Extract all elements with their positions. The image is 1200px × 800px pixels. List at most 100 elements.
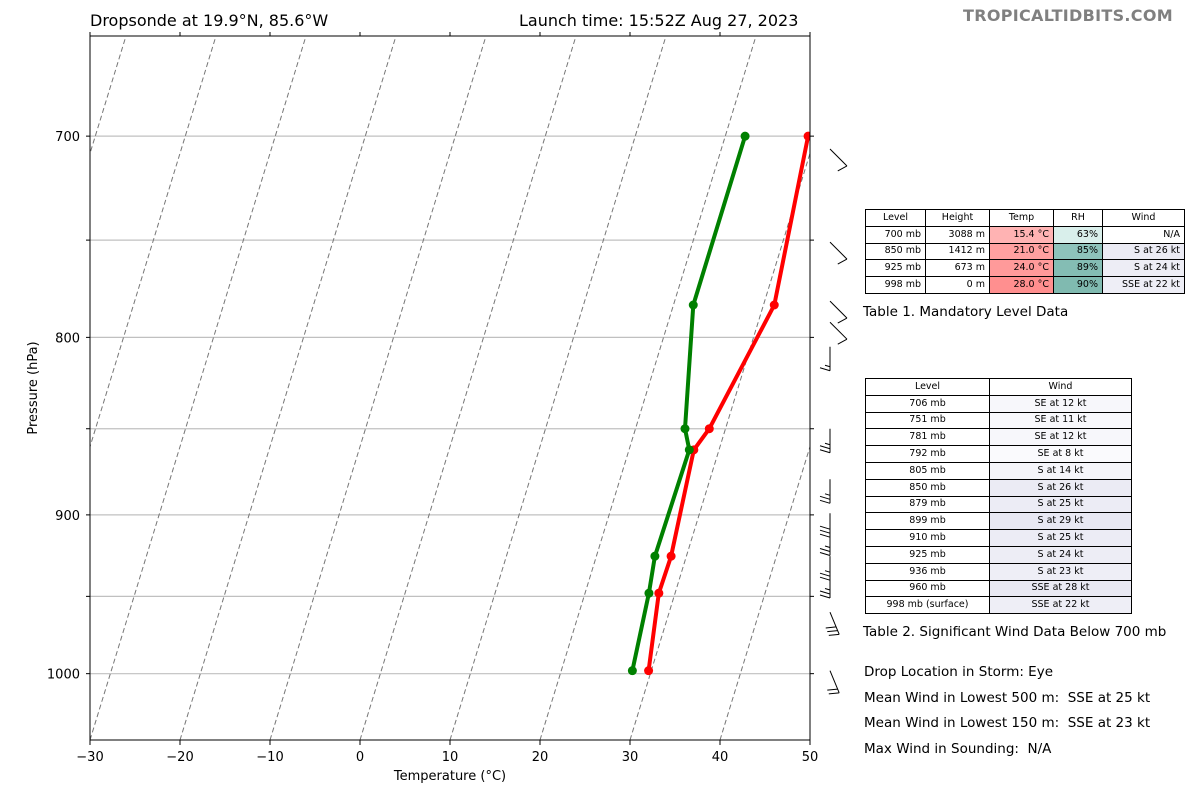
profile-point-1: [627, 666, 637, 676]
table-row: 936 mb S at 23 kt: [865, 562, 1132, 581]
isotherm-line: [90, 36, 217, 449]
isotherm-line: [449, 36, 667, 740]
level-cell: 850 mb: [865, 478, 990, 497]
x-tick-label: −30: [76, 750, 103, 765]
table-row: 910 mb S at 25 kt: [865, 529, 1132, 547]
profile-point-0: [666, 551, 676, 561]
table-row: 925 mb 673 m 24.0 °C 89% S at 24 kt: [865, 259, 1185, 278]
table-row: 751 mb SE at 11 kt: [865, 411, 1132, 430]
table-row: 792 mb SE at 8 kt: [865, 445, 1132, 463]
y-tick-label: 900: [55, 509, 80, 524]
table-row: 805 mb S at 14 kt: [865, 461, 1132, 480]
y-axis-label: Pressure (hPa): [26, 341, 41, 434]
table2-caption: Table 2. Significant Wind Data Below 700…: [863, 624, 1167, 640]
y-tick-label: 700: [55, 130, 80, 145]
level-cell: 805 mb: [865, 461, 990, 480]
wind-barb: [829, 300, 848, 324]
wind-cell: S at 25 kt: [989, 529, 1132, 547]
column-header: Level: [865, 209, 926, 227]
x-tick-label: −20: [166, 750, 193, 765]
wind-barb: [819, 479, 831, 504]
profile-point-1: [688, 300, 698, 310]
wind-barb: [819, 346, 831, 372]
rh-cell: 63%: [1053, 225, 1103, 244]
wind-cell: SE at 11 kt: [989, 411, 1132, 430]
level-cell: 706 mb: [865, 394, 990, 413]
rh-cell: 90%: [1053, 276, 1103, 294]
temp-cell: 24.0 °C: [989, 259, 1054, 278]
profile-point-0: [704, 424, 714, 434]
column-header: Temp: [989, 209, 1054, 227]
level-cell: 751 mb: [865, 411, 990, 430]
x-tick-label: 10: [442, 750, 459, 765]
profile-point-1: [680, 424, 690, 434]
x-tick-label: 30: [622, 750, 639, 765]
isotherm-line: [269, 36, 487, 740]
isotherm-line: [179, 36, 397, 740]
profile-point-1: [740, 131, 750, 141]
profile-point-0: [644, 666, 654, 676]
column-header: Wind: [989, 378, 1132, 396]
site-watermark: TROPICALTIDBITS.COM: [963, 6, 1173, 25]
level-cell: 960 mb: [865, 579, 990, 598]
column-header: Wind: [1102, 209, 1185, 227]
wind-cell: S at 26 kt: [1102, 242, 1185, 261]
level-cell: 781 mb: [865, 428, 990, 447]
level-cell: 899 mb: [865, 512, 990, 531]
wind-cell: S at 26 kt: [989, 478, 1132, 497]
table-header-row: Level Height Temp RH Wind: [865, 209, 1185, 227]
wind-cell: S at 14 kt: [989, 461, 1132, 480]
height-cell: 673 m: [925, 259, 990, 278]
rh-cell: 89%: [1053, 259, 1103, 278]
profile-point-1: [650, 551, 660, 561]
isotherm-line: [629, 151, 810, 740]
table-row: 879 mb S at 25 kt: [865, 495, 1132, 514]
table-header-row: Level Wind: [865, 378, 1132, 396]
table-row: 998 mb 0 m 28.0 °C 90% SSE at 22 kt: [865, 276, 1185, 294]
wind-barb: [819, 531, 831, 557]
x-tick-label: 0: [356, 750, 364, 765]
level-cell: 850 mb: [865, 242, 926, 261]
x-tick-label: 20: [532, 750, 549, 765]
wind-barb: [827, 670, 840, 695]
profile-point-1: [644, 588, 654, 598]
wind-barb: [829, 321, 848, 345]
wind-barb: [829, 148, 848, 172]
wind-cell: SE at 8 kt: [989, 445, 1132, 463]
isotherm-line: [90, 36, 307, 740]
wind-barb: [819, 428, 831, 454]
column-header: Level: [865, 378, 990, 396]
profile-point-0: [803, 131, 810, 141]
level-cell: 936 mb: [865, 562, 990, 581]
mean-wind-500-text: Mean Wind in Lowest 500 m: SSE at 25 kt: [864, 690, 1151, 706]
x-tick-label: 50: [802, 750, 819, 765]
level-cell: 910 mb: [865, 529, 990, 547]
temp-cell: 15.4 °C: [989, 225, 1054, 244]
table-row: 960 mb SSE at 28 kt: [865, 579, 1132, 598]
rh-cell: 85%: [1053, 242, 1103, 261]
mean-wind-150-text: Mean Wind in Lowest 150 m: SSE at 23 kt: [864, 715, 1151, 731]
table-row: 899 mb S at 29 kt: [865, 512, 1132, 531]
wind-cell: N/A: [1102, 225, 1185, 244]
isotherm-line: [539, 36, 757, 740]
height-cell: 1412 m: [925, 242, 990, 261]
wind-cell: S at 25 kt: [989, 495, 1132, 514]
wind-barb: [819, 556, 831, 581]
level-cell: 925 mb: [865, 545, 990, 564]
level-cell: 998 mb: [865, 276, 926, 294]
x-tick-label: −10: [256, 750, 283, 765]
level-cell: 792 mb: [865, 445, 990, 463]
wind-cell: SSE at 22 kt: [1102, 276, 1185, 294]
y-tick-label: 1000: [47, 668, 80, 683]
isotherm-line: [719, 444, 810, 740]
temp-cell: 21.0 °C: [989, 242, 1054, 261]
x-axis-label: Temperature (°C): [393, 769, 506, 784]
wind-cell: S at 24 kt: [989, 545, 1132, 564]
column-header: Height: [925, 209, 990, 227]
level-cell: 998 mb (surface): [865, 596, 990, 615]
column-header: RH: [1053, 209, 1103, 227]
max-wind-text: Max Wind in Sounding: N/A: [864, 741, 1052, 757]
wind-cell: SSE at 28 kt: [989, 579, 1132, 598]
wind-barb: [829, 241, 848, 265]
wind-barbs: [819, 148, 848, 695]
